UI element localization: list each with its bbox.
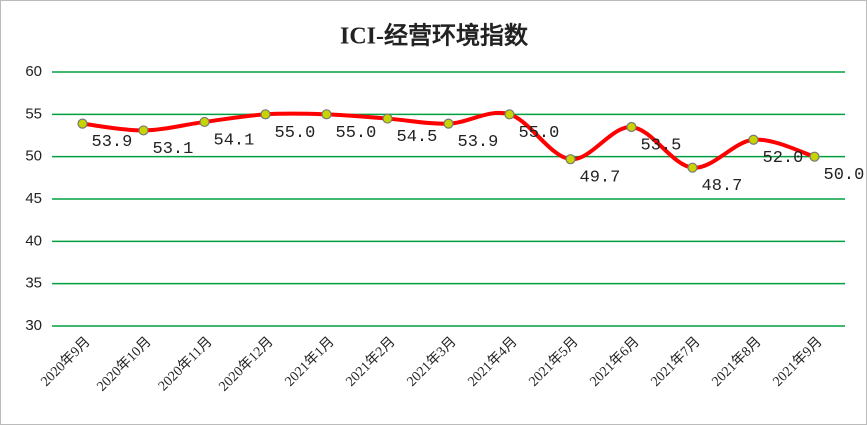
marker xyxy=(77,118,88,129)
marker xyxy=(809,151,820,162)
data-label: 53.9 xyxy=(92,133,133,152)
data-label: 54.5 xyxy=(397,128,438,147)
data-label: 55.0 xyxy=(519,124,560,143)
marker xyxy=(321,109,332,120)
marker xyxy=(382,113,393,124)
data-label: 54.1 xyxy=(214,131,255,150)
data-label: 49.7 xyxy=(580,169,621,188)
data-label: 50.0 xyxy=(824,166,865,185)
marker xyxy=(199,116,210,128)
data-label: 55.0 xyxy=(336,124,377,143)
data-label: 53.1 xyxy=(153,140,194,159)
y-tick-label: 40 xyxy=(25,232,42,249)
marker xyxy=(626,121,637,133)
data-label: 53.9 xyxy=(458,133,499,152)
marker xyxy=(138,125,149,136)
y-tick-label: 35 xyxy=(25,275,42,292)
marker xyxy=(687,162,698,173)
marker xyxy=(565,154,576,165)
y-tick-label: 30 xyxy=(25,317,42,334)
marker xyxy=(443,118,454,129)
data-label: 55.0 xyxy=(275,124,316,143)
data-label: 48.7 xyxy=(702,177,743,196)
y-tick-label: 60 xyxy=(25,63,42,80)
marker xyxy=(504,109,515,120)
marker xyxy=(748,134,759,145)
data-label: 53.5 xyxy=(641,137,682,156)
chart-title: ICI-经营环境指数 xyxy=(340,22,529,50)
y-tick-label: 55 xyxy=(25,105,42,122)
data-label: 52.0 xyxy=(763,149,804,168)
marker xyxy=(260,109,271,120)
y-tick-label: 45 xyxy=(25,190,42,207)
y-tick-label: 50 xyxy=(25,148,42,165)
